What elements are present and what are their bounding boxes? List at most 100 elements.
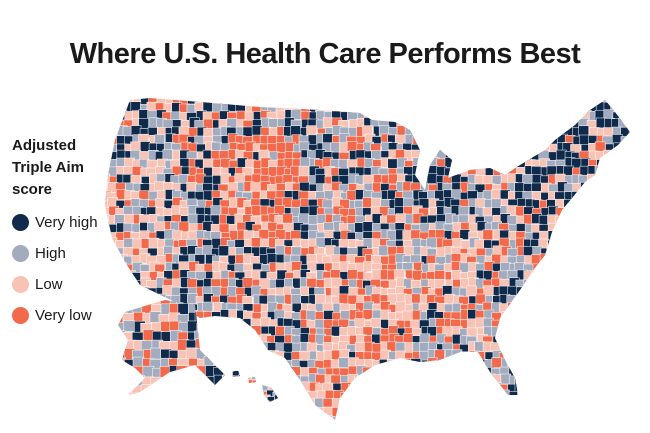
county-tile bbox=[594, 287, 606, 299]
county-tile bbox=[612, 288, 623, 299]
county-tile bbox=[516, 424, 526, 433]
county-tile bbox=[364, 415, 375, 420]
county-tile bbox=[346, 141, 358, 152]
county-tile bbox=[619, 334, 630, 345]
county-tile bbox=[563, 295, 575, 306]
county-tile bbox=[618, 197, 630, 209]
county-tile bbox=[282, 365, 294, 377]
county-tile bbox=[500, 318, 512, 330]
county-tile bbox=[214, 331, 225, 343]
county-tile bbox=[627, 103, 630, 114]
county-tile bbox=[123, 394, 136, 395]
county-tile bbox=[380, 399, 391, 411]
county-tile bbox=[116, 103, 127, 114]
county-tile bbox=[173, 389, 184, 401]
county-tile bbox=[571, 215, 582, 226]
county-tile bbox=[626, 325, 630, 336]
county-tile bbox=[485, 109, 496, 120]
county-tile bbox=[627, 221, 630, 233]
county-tile bbox=[124, 375, 136, 387]
county-tile bbox=[594, 382, 606, 394]
county-tile bbox=[548, 112, 559, 123]
county-tile bbox=[273, 370, 278, 378]
county-tile bbox=[172, 422, 182, 432]
county-tile bbox=[524, 125, 536, 136]
county-tile bbox=[450, 141, 461, 153]
county-tile bbox=[340, 98, 351, 105]
county-tile bbox=[277, 401, 278, 402]
county-tile bbox=[162, 374, 174, 385]
county-tile bbox=[579, 374, 590, 386]
county-tile bbox=[242, 407, 254, 419]
county-tile bbox=[229, 343, 240, 355]
county-tile bbox=[427, 365, 438, 377]
county-tile bbox=[572, 343, 584, 354]
county-tile bbox=[258, 413, 269, 420]
county-tile bbox=[483, 125, 495, 137]
county-tile bbox=[210, 98, 221, 105]
county-tile bbox=[564, 206, 576, 217]
county-tile bbox=[258, 395, 266, 402]
county-tile bbox=[276, 98, 288, 106]
county-tile bbox=[492, 390, 504, 401]
county-tile bbox=[139, 399, 151, 410]
county-tile bbox=[309, 424, 319, 433]
county-tile bbox=[180, 390, 192, 402]
county-tile bbox=[273, 381, 278, 390]
county-tile bbox=[419, 118, 430, 130]
county-tile bbox=[580, 405, 592, 417]
county-tile bbox=[118, 376, 127, 389]
county-tile bbox=[579, 255, 591, 266]
county-tile bbox=[483, 415, 495, 420]
county-tile bbox=[434, 405, 446, 417]
county-tile bbox=[604, 270, 616, 282]
county-tile bbox=[150, 394, 162, 395]
county-tile bbox=[507, 335, 519, 347]
county-tile bbox=[565, 104, 576, 115]
county-tile bbox=[514, 150, 525, 161]
county-tile bbox=[277, 370, 278, 374]
county-tile bbox=[243, 400, 251, 402]
county-tile bbox=[419, 384, 431, 395]
county-tile bbox=[604, 311, 615, 322]
county-tile bbox=[123, 238, 134, 249]
county-tile bbox=[228, 381, 239, 393]
county-tile bbox=[610, 255, 621, 266]
county-tile bbox=[370, 415, 382, 420]
county-tile bbox=[482, 229, 494, 241]
county-tile bbox=[170, 394, 182, 395]
county-tile bbox=[548, 382, 559, 393]
county-tile bbox=[547, 309, 558, 321]
county-tile bbox=[283, 407, 294, 418]
county-tile bbox=[501, 141, 512, 153]
county-tile bbox=[571, 358, 582, 370]
county-tile bbox=[147, 424, 157, 433]
county-tile bbox=[595, 294, 607, 305]
county-tile bbox=[133, 300, 145, 306]
county-tile bbox=[147, 406, 158, 418]
county-tile bbox=[124, 365, 136, 377]
county-tile bbox=[564, 110, 575, 122]
county-tile bbox=[147, 397, 158, 408]
county-tile bbox=[308, 415, 320, 420]
county-tile bbox=[178, 221, 190, 233]
county-tile bbox=[108, 350, 119, 362]
county-tile bbox=[257, 370, 266, 377]
county-tile bbox=[580, 238, 592, 250]
county-tile bbox=[268, 367, 280, 379]
county-tile bbox=[450, 102, 462, 113]
county-tile bbox=[186, 383, 199, 395]
county-tile bbox=[276, 408, 288, 419]
county-tile bbox=[628, 296, 630, 307]
county-tile bbox=[555, 319, 567, 330]
county-tile bbox=[380, 101, 391, 113]
county-tile bbox=[452, 111, 464, 123]
county-tile bbox=[371, 405, 383, 417]
county-tile bbox=[564, 389, 576, 401]
county-tile bbox=[138, 407, 150, 418]
county-tile bbox=[426, 373, 438, 385]
county-tile bbox=[490, 142, 502, 153]
county-tile bbox=[619, 376, 630, 387]
county-tile bbox=[578, 279, 589, 290]
